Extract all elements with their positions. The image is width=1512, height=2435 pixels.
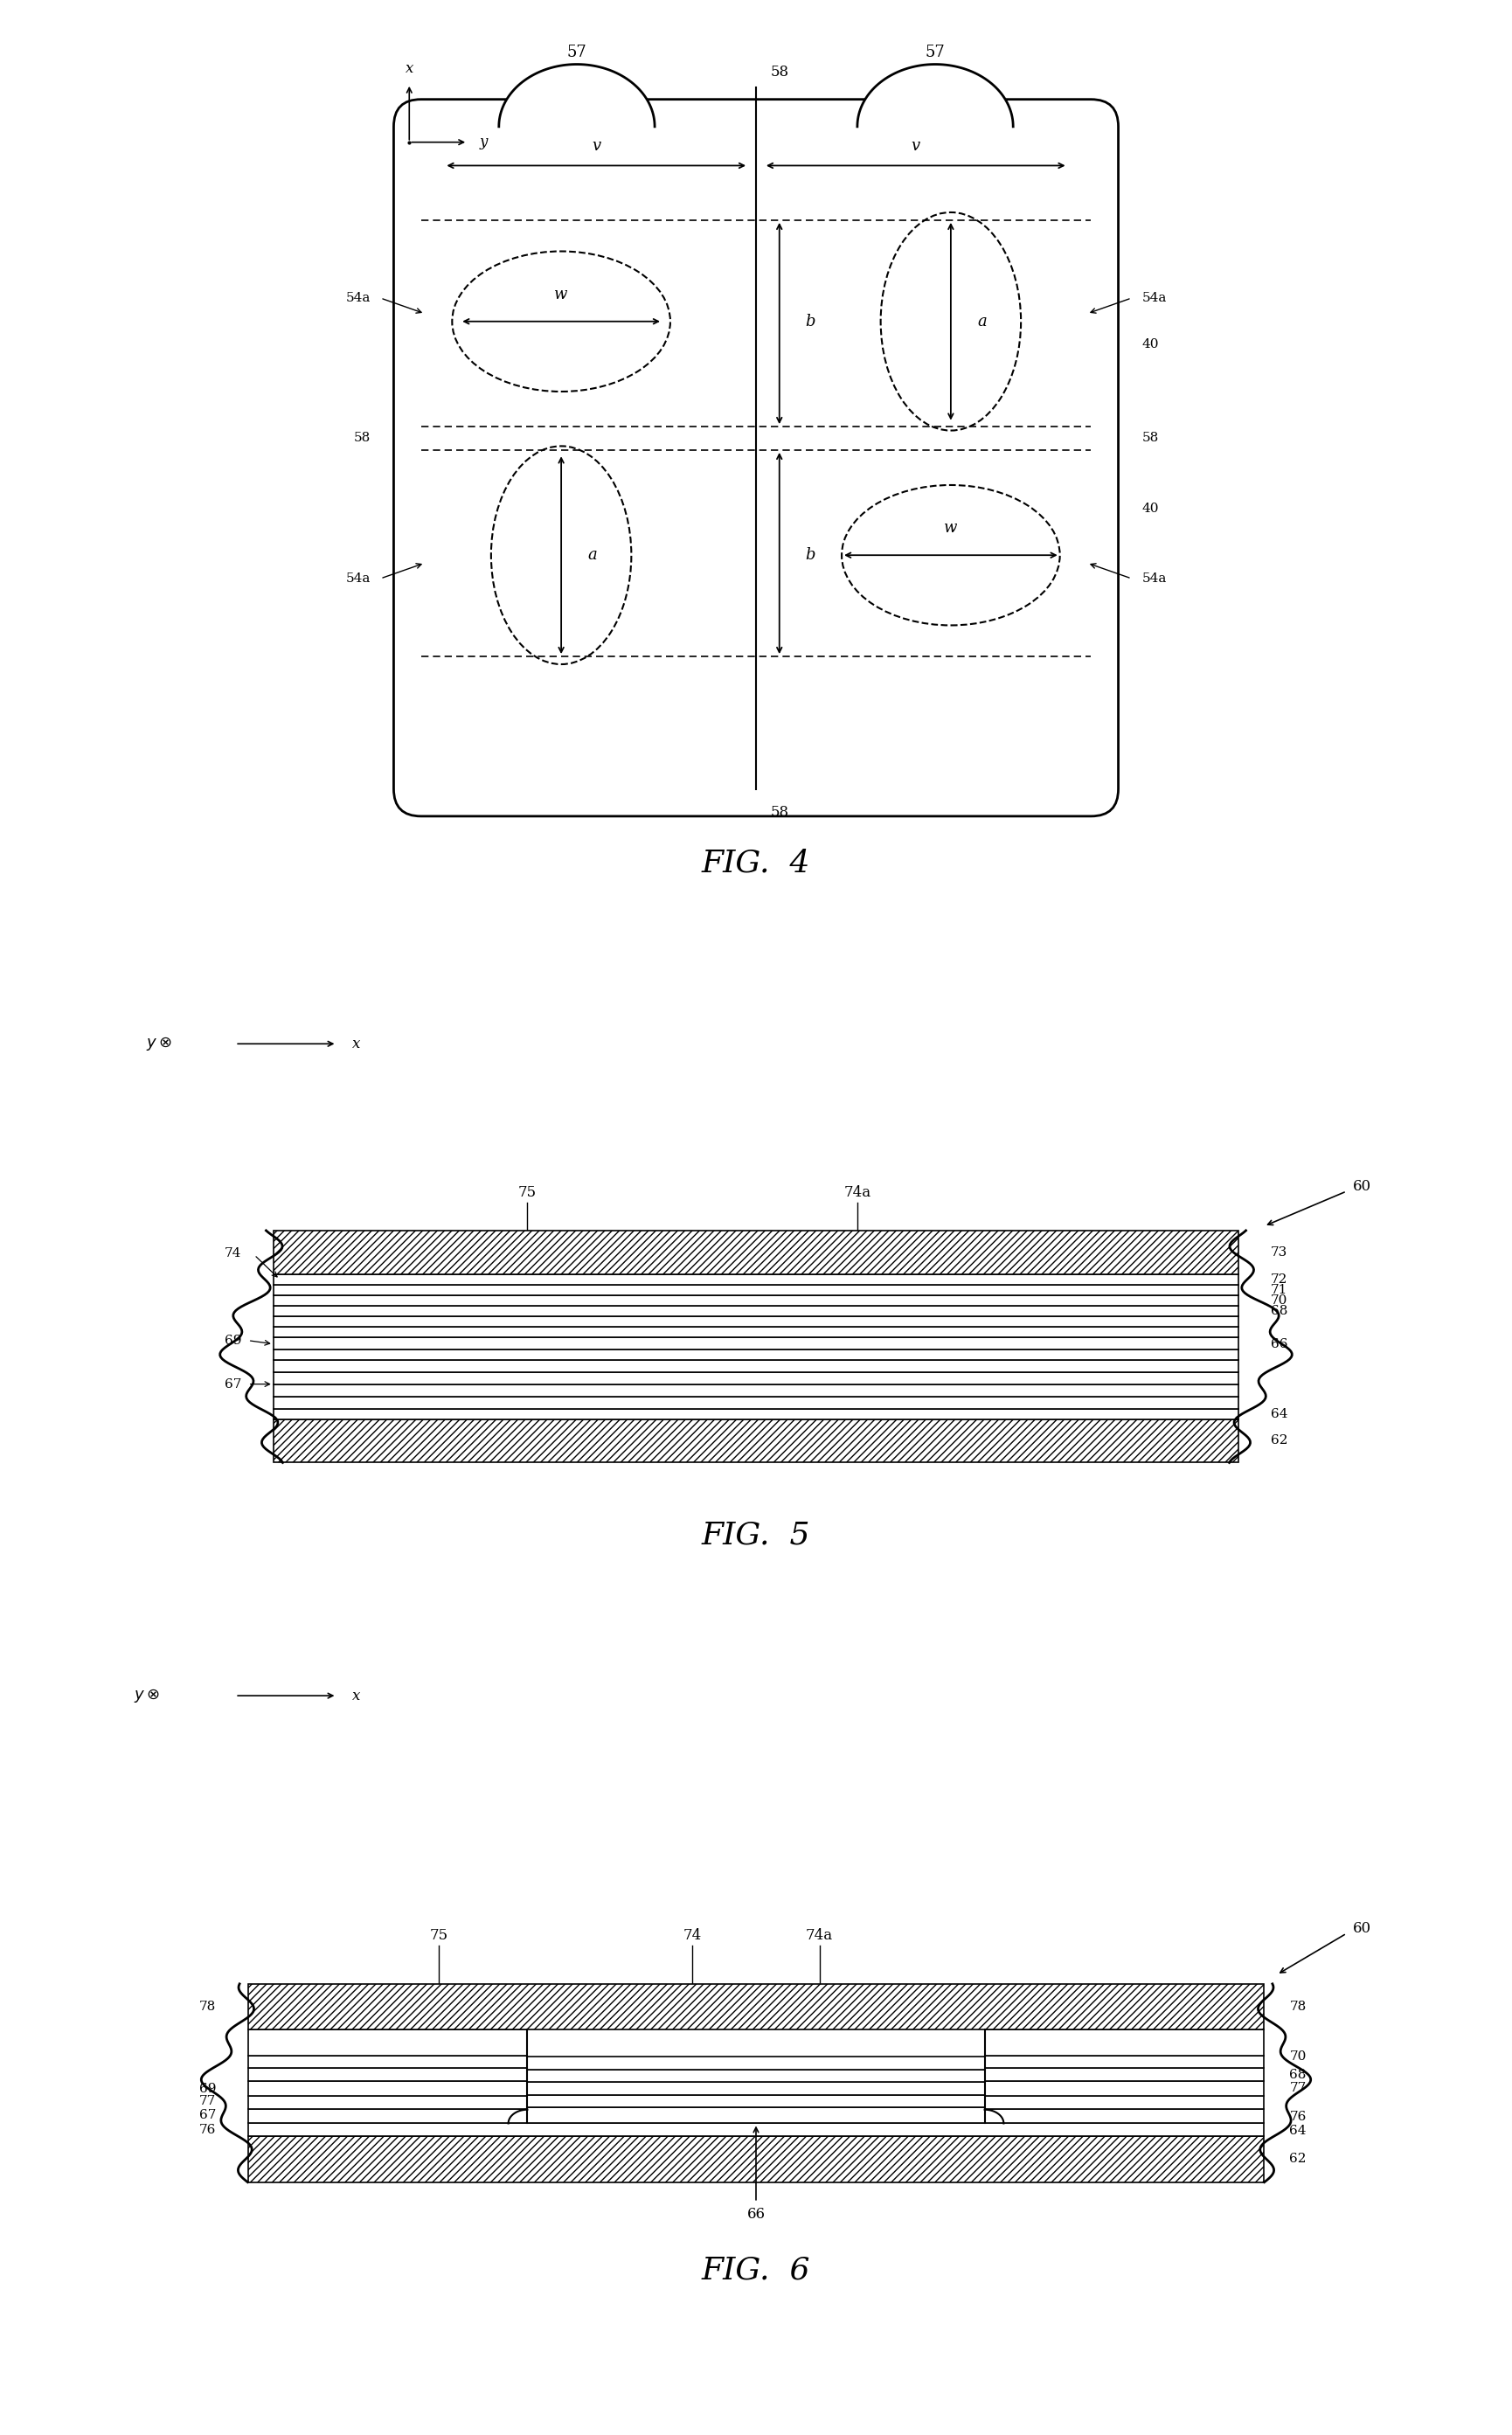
Text: y: y — [479, 134, 487, 149]
Text: 64: 64 — [1290, 2126, 1306, 2138]
Text: w: w — [943, 521, 957, 536]
Text: x: x — [352, 1687, 360, 1702]
Text: b: b — [806, 314, 815, 329]
Text: 70: 70 — [1290, 2050, 1306, 2062]
Text: b: b — [806, 548, 815, 562]
Bar — [274, 1383, 1238, 1395]
Text: 78: 78 — [200, 2002, 216, 2014]
Bar — [274, 1305, 1238, 1315]
Text: x: x — [405, 61, 413, 75]
Text: 60: 60 — [1353, 1921, 1371, 1936]
Bar — [274, 1230, 1238, 1274]
Text: 57: 57 — [567, 44, 587, 61]
Text: a: a — [977, 314, 987, 329]
Bar — [274, 1337, 1238, 1349]
Bar — [984, 2067, 1264, 2082]
Text: 54a: 54a — [346, 572, 370, 584]
Bar — [248, 2082, 528, 2097]
Text: FIG.  6: FIG. 6 — [702, 2255, 810, 2286]
Bar — [274, 1315, 1238, 1327]
Bar — [274, 1359, 1238, 1371]
Text: 69: 69 — [225, 1334, 242, 1347]
Text: 54a: 54a — [1142, 292, 1166, 304]
Bar — [248, 2055, 528, 2067]
Bar — [528, 2082, 984, 2094]
Bar — [274, 1295, 1238, 1305]
Text: v: v — [912, 139, 921, 153]
Bar — [248, 1985, 1264, 2031]
Bar — [274, 1420, 1238, 1463]
Text: 54a: 54a — [1142, 572, 1166, 584]
Text: 67: 67 — [225, 1378, 242, 1390]
Text: 78: 78 — [1290, 2002, 1306, 2014]
Text: 58: 58 — [770, 66, 789, 80]
Bar — [274, 1274, 1238, 1286]
Bar — [984, 2031, 1264, 2055]
Bar — [274, 1395, 1238, 1407]
Text: 58: 58 — [770, 806, 789, 821]
Text: 66: 66 — [747, 2206, 765, 2221]
Bar — [528, 2058, 984, 2070]
Text: 57: 57 — [925, 44, 945, 61]
Text: 74a: 74a — [806, 1929, 833, 1943]
Text: $y\otimes$: $y\otimes$ — [133, 1687, 160, 1704]
Text: 75: 75 — [519, 1186, 537, 1200]
Text: 74: 74 — [683, 1929, 702, 1943]
Text: 68: 68 — [1290, 2070, 1306, 2082]
Text: $y\otimes$: $y\otimes$ — [147, 1035, 172, 1052]
Text: 68: 68 — [1270, 1305, 1287, 1317]
Text: 62: 62 — [1290, 2153, 1306, 2165]
Text: 75: 75 — [429, 1929, 448, 1943]
Bar — [248, 2097, 528, 2109]
Text: 58: 58 — [354, 431, 370, 446]
Text: 64: 64 — [1270, 1407, 1287, 1420]
Text: 74: 74 — [225, 1247, 242, 1259]
Text: 76: 76 — [1290, 2111, 1306, 2123]
Text: 73: 73 — [1270, 1247, 1287, 1259]
Text: 40: 40 — [1142, 338, 1158, 351]
Text: 60: 60 — [1353, 1179, 1371, 1193]
Text: 67: 67 — [200, 2109, 216, 2121]
Text: 77: 77 — [1290, 2082, 1306, 2094]
Text: 40: 40 — [1142, 502, 1158, 514]
Text: a: a — [588, 548, 597, 562]
Bar — [274, 1371, 1238, 1383]
Bar — [984, 2082, 1264, 2097]
Bar — [248, 2123, 1264, 2135]
Text: 74a: 74a — [844, 1186, 871, 1200]
Text: 76: 76 — [200, 2123, 216, 2135]
Bar — [248, 2109, 1264, 2123]
Text: 54a: 54a — [346, 292, 370, 304]
Bar — [984, 2055, 1264, 2067]
Text: 66: 66 — [1270, 1337, 1287, 1349]
Text: 62: 62 — [1270, 1434, 1287, 1446]
Bar — [274, 1286, 1238, 1295]
Bar — [528, 2070, 984, 2082]
Bar — [274, 1327, 1238, 1337]
Text: FIG.  4: FIG. 4 — [702, 847, 810, 879]
Bar — [274, 1407, 1238, 1420]
Text: 69: 69 — [200, 2082, 216, 2094]
Text: v: v — [591, 139, 600, 153]
Bar — [528, 2094, 984, 2106]
Text: 70: 70 — [1270, 1295, 1287, 1308]
Text: FIG.  5: FIG. 5 — [702, 1519, 810, 1551]
Bar — [248, 2031, 528, 2055]
Text: 71: 71 — [1270, 1283, 1287, 1295]
Bar — [248, 2135, 1264, 2182]
Text: x: x — [352, 1037, 360, 1052]
Bar — [984, 2097, 1264, 2109]
Text: 72: 72 — [1270, 1274, 1287, 1286]
Bar — [248, 2067, 528, 2082]
Text: w: w — [555, 287, 569, 302]
Text: 58: 58 — [1142, 431, 1158, 446]
Text: 77: 77 — [200, 2094, 216, 2106]
FancyBboxPatch shape — [393, 100, 1119, 816]
Bar — [528, 2106, 984, 2123]
Bar — [274, 1349, 1238, 1359]
